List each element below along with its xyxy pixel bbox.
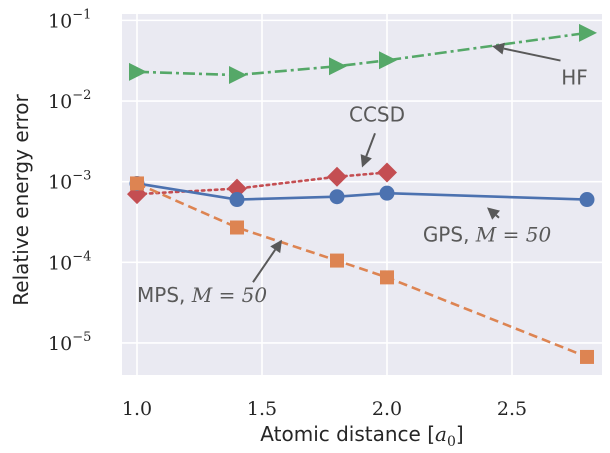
annotation-gps-arrow-head — [487, 207, 501, 220]
hf-point-1 — [229, 66, 247, 85]
mps-point-3 — [380, 270, 394, 285]
ccsd-line — [135, 171, 389, 196]
x-tick-label-3: 2.5 — [497, 398, 527, 420]
x-tick-label-0: 1.0 — [122, 398, 152, 420]
annotation-ccsd: CCSD — [349, 102, 405, 168]
y-tick-label-2: 10−3 — [48, 169, 91, 194]
ccsd-point-2 — [327, 166, 347, 187]
annotation-hf-arrow-head — [492, 42, 505, 55]
ccsd-point-3 — [377, 162, 397, 183]
y-tick-label-0: 10−5 — [48, 330, 91, 355]
mps-point-2 — [330, 253, 344, 268]
annotation-hf-label: HF — [561, 66, 588, 90]
gps-point-2 — [329, 189, 345, 205]
annotation-ccsd-arrow-head — [360, 154, 372, 168]
hf-point-4 — [579, 23, 597, 42]
y-tick-label-4: 10−1 — [48, 7, 91, 32]
mps-point-1 — [230, 220, 244, 235]
hf-point-3 — [379, 51, 397, 70]
x-tick-labels: 1.0 1.5 2.0 2.5 — [122, 398, 527, 420]
gps-point-1 — [229, 192, 245, 208]
annotation-mps-arrow-shaft — [252, 249, 277, 283]
annotation-hf: HF — [492, 42, 588, 90]
hf-point-2 — [329, 57, 347, 76]
annotation-gps-arrow-shaft — [495, 214, 500, 219]
ccsd-point-1 — [227, 178, 247, 199]
annotation-gps: GPS, M = 50 — [423, 207, 552, 247]
annotation-mps-label: MPS, M = 50 — [137, 283, 267, 307]
series-hf — [129, 23, 597, 85]
annotation-hf-arrow-shaft — [503, 47, 561, 62]
series-mps — [130, 176, 594, 364]
x-axis-label: Atomic distance [a0] — [260, 422, 463, 450]
x-tick-label-1: 1.5 — [247, 398, 277, 420]
y-axis-label: Relative energy error — [9, 93, 33, 305]
mps-point-4 — [580, 349, 594, 364]
annotation-gps-label: GPS, M = 50 — [423, 223, 552, 247]
y-tick-labels: 10−5 10−4 10−3 10−2 10−1 — [48, 7, 91, 355]
annotation-ccsd-label: CCSD — [349, 102, 405, 126]
series-layer — [127, 23, 597, 364]
mps-point-0 — [130, 176, 144, 191]
gps-point-4 — [579, 192, 595, 208]
hf-point-0 — [129, 62, 147, 81]
annotation-mps-arrow-head — [270, 239, 282, 254]
gps-point-3 — [379, 185, 395, 201]
annotation-mps: MPS, M = 50 — [137, 239, 282, 307]
x-tick-label-2: 2.0 — [372, 398, 402, 420]
y-tick-label-1: 10−4 — [48, 249, 91, 274]
y-tick-label-3: 10−2 — [48, 88, 91, 113]
annotation-ccsd-arrow-shaft — [365, 132, 376, 157]
annotation-layer: HF CCSD GPS, M = 50 MPS, M = 50 — [137, 42, 588, 307]
